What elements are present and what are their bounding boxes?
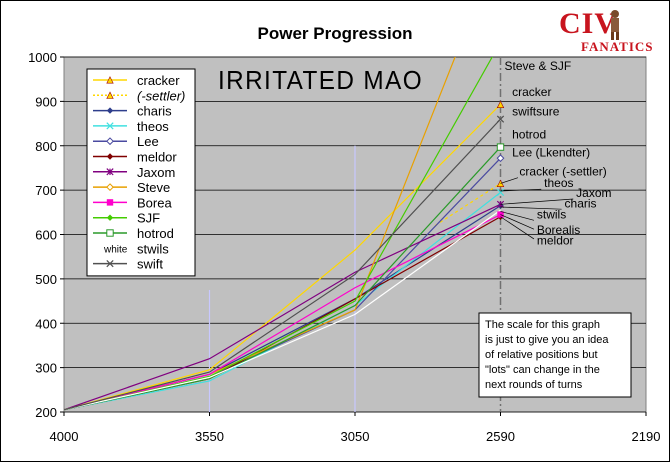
leader-line: [500, 188, 542, 192]
y-tick-label: 400: [35, 316, 57, 331]
series-line-cracker: [64, 104, 501, 411]
legend-label: cracker: [137, 73, 180, 88]
leader-line: [500, 177, 519, 184]
chart-title: Power Progression: [258, 24, 413, 43]
end-label: swiftsure: [512, 105, 560, 119]
legend-marker: [106, 183, 114, 192]
legend-marker: [106, 153, 114, 160]
note-box: [478, 312, 632, 398]
note-line: The scale for this graph: [485, 319, 600, 331]
leader-line: [500, 216, 535, 240]
legend-marker: [106, 199, 114, 206]
end-label: Borealis: [537, 223, 580, 237]
legend-marker: white: [103, 244, 128, 255]
y-tick-label: 300: [35, 361, 57, 376]
legend-label: Jaxom: [137, 165, 175, 180]
y-tick-label: 600: [35, 228, 57, 243]
note-line: is just to give you an idea: [485, 334, 609, 346]
legend-label: SJF: [137, 211, 160, 226]
y-tick-label: 700: [35, 183, 57, 198]
legend-marker: [106, 229, 114, 237]
legend-marker: [106, 214, 114, 221]
legend-label: meldor: [137, 150, 177, 165]
legend-label: charis: [137, 104, 172, 119]
legend-label: Steve: [137, 180, 170, 195]
end-label: hotrod: [512, 128, 546, 142]
civfanatics-logo: CIV FANATICS: [557, 7, 667, 59]
legend-label: stwils: [137, 241, 169, 256]
series-line-settler: [434, 182, 501, 227]
end-label: charis: [565, 196, 597, 210]
series-line-borea: [64, 213, 501, 411]
leader-line: [500, 214, 535, 230]
legend-label: (-settler): [137, 88, 185, 103]
x-tick-label: 3050: [341, 429, 370, 444]
x-tick-label: 4000: [50, 429, 79, 444]
legend-marker: [106, 107, 114, 114]
data-point-marker: [496, 188, 505, 196]
legend-label: theos: [137, 119, 169, 134]
chart-subtitle: IRRITATED MAO: [218, 65, 423, 95]
y-tick-label: 800: [35, 139, 57, 154]
end-label: Jaxom: [576, 186, 611, 200]
legend-label: hotrod: [137, 226, 174, 241]
leader-line: [500, 211, 535, 221]
legend-label: Lee: [137, 134, 159, 149]
legend-label: swift: [137, 257, 163, 272]
series-line-stwils: [64, 209, 501, 411]
logo-text-main: CIV: [559, 7, 618, 40]
legend-marker: [106, 137, 114, 146]
legend-marker: [106, 168, 114, 176]
leader-line: [500, 206, 562, 210]
end-label: meldor: [537, 234, 574, 248]
warrior-figure-icon: [611, 10, 619, 40]
y-tick-label: 900: [35, 94, 57, 109]
data-point-marker: [496, 100, 505, 108]
legend-label: Borea: [137, 195, 172, 210]
y-tick-label: 500: [35, 272, 57, 287]
data-point-marker: [496, 115, 505, 123]
leader-line: [500, 198, 574, 205]
note-line: of relative positions but: [485, 349, 598, 361]
series-group: [64, 57, 505, 411]
series-line-swift: [64, 118, 501, 411]
series-line-jaxom: [64, 203, 501, 411]
x-tick-label: 2190: [632, 429, 661, 444]
y-tick-label: 1000: [28, 50, 57, 65]
marker-label: Steve & SJF: [505, 59, 572, 73]
end-label: theos: [544, 176, 573, 190]
end-label: cracker: [512, 85, 551, 99]
logo-text-sub: FANATICS: [581, 39, 654, 54]
end-label: Lee (Lkendter): [512, 145, 590, 159]
series-line-hotrod: [64, 146, 501, 411]
legend-marker: [106, 122, 114, 130]
legend-marker: [106, 91, 114, 99]
note-line: next rounds of turns: [485, 379, 583, 391]
note-line: "lots" can change in the: [485, 364, 600, 376]
end-label: cracker (-settler): [519, 164, 606, 178]
x-tick-label: 2590: [486, 429, 515, 444]
y-tick-label: 200: [35, 405, 57, 420]
data-point-marker: [496, 143, 505, 151]
legend-marker: [106, 259, 114, 268]
end-label: stwils: [537, 208, 566, 222]
data-point-marker: [496, 154, 505, 163]
x-tick-label: 3550: [195, 429, 224, 444]
legend-marker: [106, 76, 114, 84]
